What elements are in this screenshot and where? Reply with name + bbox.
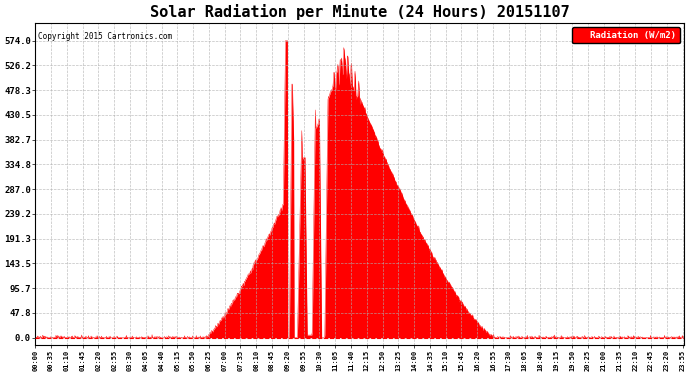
Title: Solar Radiation per Minute (24 Hours) 20151107: Solar Radiation per Minute (24 Hours) 20… <box>150 4 570 20</box>
Text: Copyright 2015 Cartronics.com: Copyright 2015 Cartronics.com <box>39 32 172 41</box>
Legend: Radiation (W/m2): Radiation (W/m2) <box>572 27 680 44</box>
